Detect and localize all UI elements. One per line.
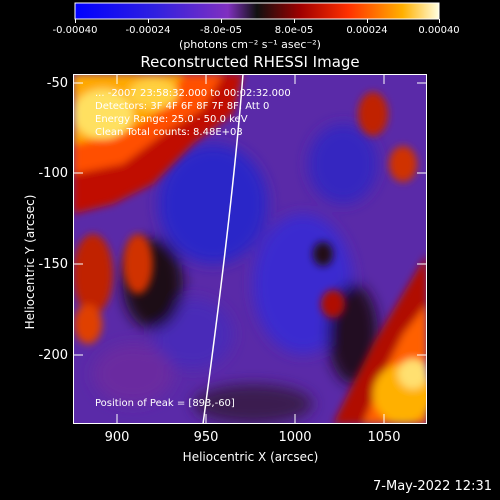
colorbar-label: 8.0e-05 <box>274 25 314 36</box>
colorbar-label: -0.00024 <box>125 25 171 36</box>
colorbar-tick <box>221 19 222 23</box>
x-tick-label: 950 <box>193 430 219 445</box>
info-energy: Energy Range: 25.0 - 50.0 keV <box>95 114 248 125</box>
limb-line <box>202 74 244 424</box>
colorbar-label: 0.00040 <box>418 25 460 36</box>
rhessi-image <box>73 74 427 424</box>
colorbar-label: 0.00024 <box>346 25 388 36</box>
colorbar-tick <box>367 19 368 23</box>
y-axis-label: Heliocentric Y (arcsec) <box>23 194 37 330</box>
colorbar-tick <box>148 19 149 23</box>
axis-ticks <box>73 74 427 424</box>
x-tick-label: 900 <box>104 430 130 445</box>
y-tick-label: -100 <box>38 166 68 181</box>
info-counts: Clean Total counts: 8.48E+03 <box>95 127 243 138</box>
x-axis-label: Heliocentric X (arcsec) <box>182 450 319 464</box>
y-tick-label: -50 <box>46 76 68 91</box>
plot-title: Reconstructed RHESSI Image <box>140 53 360 71</box>
colorbar-label: -8.0e-05 <box>200 25 242 36</box>
timestamp: 7-May-2022 12:31 <box>373 479 492 494</box>
colorbar-tick <box>75 19 76 23</box>
peak-position: Position of Peak = [893,-60] <box>95 398 235 409</box>
x-tick-label: 1000 <box>278 430 312 445</box>
colorbar <box>74 2 440 20</box>
colorbar-tick <box>439 19 440 23</box>
y-tick-label: -150 <box>38 257 68 272</box>
colorbar-tick <box>294 19 295 23</box>
x-tick-label: 1050 <box>367 430 401 445</box>
y-tick-label: -200 <box>38 348 68 363</box>
colorbar-label: -0.00040 <box>52 25 98 36</box>
info-time: ... -2007 23:58:32.000 to 00:02:32.000 <box>95 88 291 99</box>
colorbar-units: (photons cm⁻² s⁻¹ asec⁻²) <box>179 38 321 51</box>
info-detectors: Detectors: 3F 4F 6F 8F 7F 8F, Att 0 <box>95 101 270 112</box>
